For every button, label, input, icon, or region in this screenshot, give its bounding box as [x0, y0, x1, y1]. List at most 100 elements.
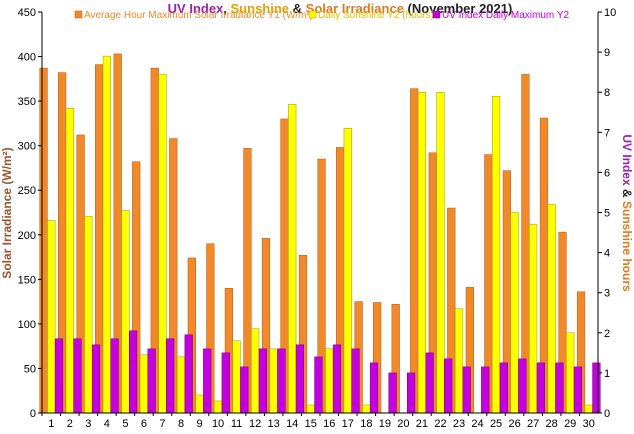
x-tick-label: 15: [305, 418, 317, 430]
x-tick-label: 12: [249, 418, 261, 430]
bar-series-1-day-25: [491, 95, 501, 414]
y-left-tick-label: 150: [18, 274, 36, 286]
x-tick-label: 13: [268, 418, 280, 430]
bar-series-1-day-27: [529, 224, 538, 414]
x-tick-label: 7: [159, 418, 165, 430]
bar-series-1-day-22: [436, 91, 445, 414]
x-tick-label: 9: [196, 418, 202, 430]
y-axis-right-label-part-0: UV Index: [620, 134, 634, 186]
x-tick-label: 19: [379, 418, 391, 430]
bar-series-2-day-6: [147, 348, 156, 414]
chart-title-part-4: Solar Irradiance: [306, 1, 404, 16]
bar-series-1-day-28: [547, 204, 556, 414]
bar-series-1-day-18: [362, 404, 371, 414]
x-tick-label: 26: [508, 418, 520, 430]
legend-swatch-series-0: [74, 10, 83, 19]
y-axis-right-label: UV Index & Sunshine hours: [620, 134, 634, 292]
bar-series-2-day-28: [555, 362, 564, 414]
y-left-tick-label: 400: [18, 52, 36, 64]
legend: Average Hour Maximum Solar Irradiance Y1…: [74, 10, 570, 21]
x-tick-label: 4: [104, 418, 110, 430]
bar-series-0-day-1: [39, 67, 48, 414]
chart-title-part-3: &: [289, 1, 306, 16]
chart-title-part-5: (November 2021): [404, 1, 512, 16]
y-left-tick-label: 250: [18, 185, 36, 197]
bar-series-2-day-22: [444, 358, 453, 414]
bar-series-2-day-17: [351, 348, 360, 414]
y-axis-right-label-part-2: Sunshine hours: [620, 201, 634, 292]
bar-series-2-day-25: [499, 362, 508, 414]
chart-title-part-0: UV Index: [168, 1, 224, 16]
bar-series-1-day-3: [84, 216, 93, 414]
y-left-tick-label: 200: [18, 230, 36, 242]
bar-series-1-day-14: [288, 103, 297, 414]
y-right-tick-label: 3: [604, 288, 610, 300]
x-tick-label: 20: [397, 418, 409, 430]
bar-series-1-day-6: [139, 354, 149, 414]
x-tick-label: 1: [48, 418, 54, 430]
bar-series-2-day-1: [54, 338, 64, 414]
x-tick-label: 22: [434, 418, 446, 430]
x-tick-label: 30: [583, 418, 595, 430]
y-left-tick-label: 0: [30, 408, 36, 420]
x-tick-label: 23: [453, 418, 465, 430]
y-right-tick-label: 5: [604, 208, 610, 220]
y-right-tick-label: 0: [604, 408, 610, 420]
bar-series-1-day-1: [47, 220, 56, 414]
x-tick-label: 8: [178, 418, 184, 430]
x-tick-label: 25: [490, 418, 502, 430]
legend-swatch-series-1: [308, 10, 317, 19]
y-right-tick-label: 6: [604, 167, 610, 179]
bar-series-1-day-23: [454, 308, 464, 414]
bar-series-2-day-27: [536, 362, 545, 414]
bar-series-2-day-8: [184, 334, 193, 414]
bar-series-1-day-7: [158, 73, 167, 414]
x-tick-label: 14: [286, 418, 298, 430]
bar-series-1-day-29: [566, 332, 575, 414]
x-tick-label: 10: [212, 418, 224, 430]
y-right-tick-label: 8: [604, 87, 610, 99]
x-tick-label: 2: [67, 418, 73, 430]
bar-series-1-day-11: [232, 340, 241, 414]
x-tick-label: 5: [122, 418, 128, 430]
bar-series-2-day-15: [314, 356, 323, 414]
bar-series-2-day-24: [481, 366, 490, 414]
bar-series-2-day-2: [73, 338, 82, 414]
y-left-tick-label: 350: [18, 96, 36, 108]
legend-swatch-series-2: [432, 10, 441, 19]
chart-title-part-2: Sunshine: [231, 1, 290, 16]
bar-series-2-day-26: [518, 358, 527, 414]
x-tick-label: 6: [141, 418, 147, 430]
bar-series-1-day-8: [176, 356, 186, 414]
legend-label-series-2: UV Index Daily Maximum Y2: [442, 10, 570, 21]
bar-series-2-day-13: [277, 348, 286, 414]
y-left-tick-label: 300: [18, 141, 36, 153]
y-left-tick-label: 450: [18, 7, 36, 19]
bar-series-1-day-13: [269, 348, 278, 414]
y-right-tick-label: 2: [604, 328, 610, 340]
x-tick-label: 29: [564, 418, 576, 430]
x-tick-label: 28: [546, 418, 558, 430]
chart-title-part-1: ,: [223, 1, 230, 16]
bar-series-2-day-4: [110, 338, 119, 414]
bar-series-1-day-15: [306, 404, 315, 414]
bar-series-1-day-9: [195, 394, 204, 414]
bar-series-1-day-5: [121, 210, 130, 414]
x-tick-label: 3: [85, 418, 91, 430]
x-tick-label: 24: [471, 418, 483, 430]
bar-series-2-day-16: [332, 344, 342, 414]
bar-series-2-day-5: [129, 330, 138, 414]
bar-series-1-day-26: [510, 212, 519, 414]
bar-series-2-day-23: [462, 366, 471, 414]
x-tick-label: 27: [527, 418, 539, 430]
bar-series-2-day-10: [221, 352, 230, 414]
bar-series-2-day-3: [91, 344, 101, 414]
bar-series-2-day-20: [407, 372, 416, 414]
bar-series-1-day-2: [65, 107, 74, 414]
y-left-tick-label: 50: [24, 363, 36, 375]
y-right-tick-label: 4: [604, 248, 610, 260]
y-left-tick-label: 100: [18, 319, 36, 331]
x-tick-label: 17: [342, 418, 354, 430]
bar-series-1-day-10: [213, 400, 223, 414]
